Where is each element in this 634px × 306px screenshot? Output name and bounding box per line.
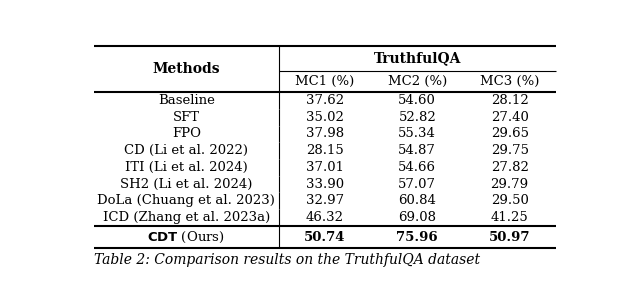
Text: 55.34: 55.34 — [398, 127, 436, 140]
Text: FPO: FPO — [172, 127, 201, 140]
Text: 37.62: 37.62 — [306, 94, 344, 107]
Text: 28.12: 28.12 — [491, 94, 529, 107]
Text: SH2 (Li et al. 2024): SH2 (Li et al. 2024) — [120, 177, 252, 191]
Text: 54.87: 54.87 — [398, 144, 436, 157]
Text: 37.98: 37.98 — [306, 127, 344, 140]
Text: 35.02: 35.02 — [306, 111, 344, 124]
Text: 69.08: 69.08 — [398, 211, 436, 224]
Text: 29.50: 29.50 — [491, 194, 529, 207]
Text: 29.79: 29.79 — [491, 177, 529, 191]
Text: MC2 (%): MC2 (%) — [387, 75, 447, 88]
Text: 29.65: 29.65 — [491, 127, 529, 140]
Text: 54.66: 54.66 — [398, 161, 436, 174]
Text: MC3 (%): MC3 (%) — [480, 75, 540, 88]
Text: ICD (Zhang et al. 2023a): ICD (Zhang et al. 2023a) — [103, 211, 270, 224]
Text: 27.82: 27.82 — [491, 161, 529, 174]
Text: Baseline: Baseline — [158, 94, 215, 107]
Text: Methods: Methods — [153, 62, 220, 76]
Text: 37.01: 37.01 — [306, 161, 344, 174]
Text: 27.40: 27.40 — [491, 111, 529, 124]
Text: 29.75: 29.75 — [491, 144, 529, 157]
Text: TruthfulQA: TruthfulQA — [373, 51, 461, 65]
Text: CD (Li et al. 2022): CD (Li et al. 2022) — [124, 144, 249, 157]
Text: 75.96: 75.96 — [396, 231, 438, 244]
Text: 33.90: 33.90 — [306, 177, 344, 191]
Text: 28.15: 28.15 — [306, 144, 344, 157]
Text: ITI (Li et al. 2024): ITI (Li et al. 2024) — [125, 161, 248, 174]
Text: 41.25: 41.25 — [491, 211, 529, 224]
Text: 46.32: 46.32 — [306, 211, 344, 224]
Text: 57.07: 57.07 — [398, 177, 436, 191]
Text: $\mathbf{CDT}$ (Ours): $\mathbf{CDT}$ (Ours) — [148, 230, 225, 245]
Text: 50.97: 50.97 — [489, 231, 531, 244]
Text: 32.97: 32.97 — [306, 194, 344, 207]
Text: 52.82: 52.82 — [398, 111, 436, 124]
Text: 60.84: 60.84 — [398, 194, 436, 207]
Text: 50.74: 50.74 — [304, 231, 346, 244]
Text: DoLa (Chuang et al. 2023): DoLa (Chuang et al. 2023) — [98, 194, 275, 207]
Text: SFT: SFT — [173, 111, 200, 124]
Text: 54.60: 54.60 — [398, 94, 436, 107]
Text: Table 2: Comparison results on the TruthfulQA dataset: Table 2: Comparison results on the Truth… — [94, 253, 480, 267]
Text: MC1 (%): MC1 (%) — [295, 75, 354, 88]
